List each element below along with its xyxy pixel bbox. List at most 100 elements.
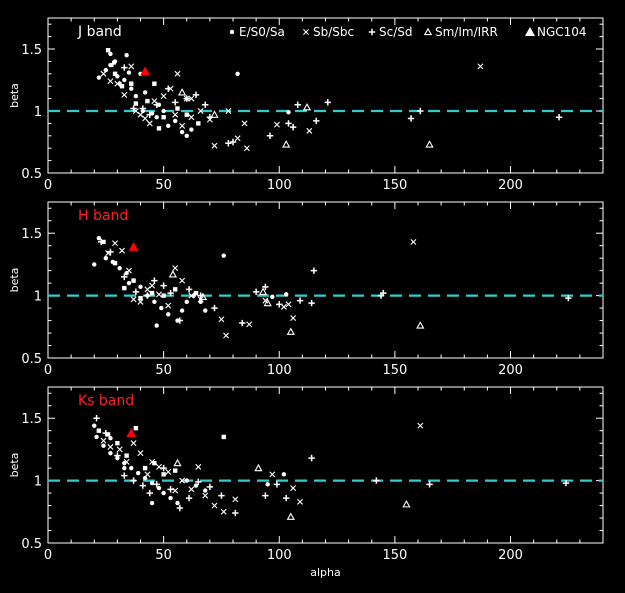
data-point-plus bbox=[109, 60, 116, 68]
data-point-cross bbox=[262, 297, 269, 304]
plot-frame bbox=[47, 17, 604, 174]
data-point-cross bbox=[179, 122, 186, 129]
data-point-cross bbox=[130, 440, 137, 447]
data-point-plus bbox=[407, 115, 415, 122]
x-tick-label: 200 bbox=[498, 178, 523, 193]
data-point-dot bbox=[103, 255, 109, 261]
panel-title: H band bbox=[78, 208, 128, 224]
data-point-triangle-open bbox=[402, 499, 411, 508]
data-point-square bbox=[193, 290, 199, 296]
data-point-plus bbox=[417, 107, 424, 115]
x-tick-label: 200 bbox=[498, 363, 523, 378]
data-point-plus bbox=[308, 454, 315, 462]
data-point-dot bbox=[117, 265, 122, 271]
data-point-cross bbox=[290, 315, 297, 322]
data-point-dot bbox=[184, 478, 189, 483]
legend-label: Sb/Sbc bbox=[313, 25, 354, 39]
data-point-cross bbox=[410, 238, 417, 245]
data-point-plus bbox=[139, 105, 147, 112]
data-point-plus bbox=[262, 492, 269, 499]
data-point-triangle-open bbox=[416, 321, 425, 329]
data-point-plus bbox=[97, 238, 105, 246]
data-point-plus bbox=[185, 286, 193, 293]
data-point-cross bbox=[156, 291, 162, 298]
data-point-square bbox=[172, 468, 178, 473]
data-point-plus bbox=[165, 85, 172, 92]
data-point-dot bbox=[126, 280, 132, 286]
data-point-dot bbox=[108, 51, 113, 57]
data-point-plus bbox=[232, 509, 239, 517]
data-point-cross bbox=[220, 508, 227, 515]
data-point-cross bbox=[130, 296, 137, 303]
y-tick-label: 0.5 bbox=[21, 352, 42, 367]
data-point-cross bbox=[232, 496, 239, 503]
legend-marker-triangle-filled bbox=[525, 27, 535, 36]
data-point-dot bbox=[94, 434, 99, 440]
data-point-triangle-open bbox=[198, 292, 208, 300]
data-point-plus bbox=[266, 132, 274, 139]
data-point-plus bbox=[102, 429, 110, 437]
data-point-square bbox=[133, 425, 139, 431]
data-point-cross bbox=[188, 114, 195, 121]
data-point-triangle-open bbox=[173, 458, 182, 467]
legend-marker-plus bbox=[368, 28, 376, 36]
data-point-dot bbox=[221, 253, 226, 258]
x-tick-label: 200 bbox=[498, 548, 523, 563]
data-point-plus bbox=[276, 301, 283, 308]
data-point-dot bbox=[133, 93, 139, 99]
data-point-dot bbox=[122, 460, 127, 466]
data-point-plus bbox=[273, 481, 281, 488]
data-point-plus bbox=[294, 101, 301, 108]
data-point-plus bbox=[144, 292, 151, 299]
data-point-plus bbox=[139, 482, 147, 489]
data-point-dot bbox=[172, 118, 178, 124]
data-point-cross bbox=[112, 240, 119, 247]
data-point-cross bbox=[211, 502, 218, 509]
data-point-cross bbox=[179, 477, 186, 484]
data-point-cross bbox=[144, 471, 151, 478]
data-point-cross bbox=[280, 303, 287, 310]
data-point-plus bbox=[282, 494, 290, 502]
legend-label: E/S0/Sa bbox=[239, 25, 285, 39]
data-point-square bbox=[105, 432, 111, 437]
data-point-dot bbox=[166, 312, 171, 317]
y-tick-label: 1.5 bbox=[21, 43, 42, 58]
data-point-plus bbox=[167, 289, 174, 297]
data-point-cross bbox=[149, 282, 156, 289]
data-point-plus bbox=[218, 492, 225, 499]
data-point-plus bbox=[192, 91, 200, 99]
data-point-square bbox=[184, 112, 189, 117]
data-point-plus bbox=[160, 464, 167, 472]
data-point-cross bbox=[114, 80, 121, 87]
data-point-plus bbox=[313, 117, 320, 125]
data-point-square bbox=[112, 71, 118, 76]
data-point-dot bbox=[122, 465, 127, 471]
legend-marker-cross bbox=[303, 29, 309, 35]
plot-frame bbox=[47, 386, 604, 544]
data-point-dot bbox=[92, 262, 97, 267]
data-point-plus bbox=[176, 317, 184, 324]
data-point-plus bbox=[185, 494, 193, 502]
data-point-cross bbox=[160, 93, 167, 100]
data-point-cross bbox=[172, 265, 179, 272]
data-point-plus bbox=[555, 114, 563, 121]
data-point-dot bbox=[286, 110, 291, 115]
data-point-dot bbox=[168, 495, 173, 501]
data-point-dot bbox=[149, 500, 155, 506]
data-point-triangle-open bbox=[210, 110, 219, 118]
data-point-square bbox=[221, 434, 226, 440]
data-point-dot bbox=[179, 308, 185, 313]
data-point-dot bbox=[154, 323, 159, 328]
data-point-cross bbox=[234, 135, 241, 142]
data-point-plus bbox=[225, 140, 232, 147]
data-point-square bbox=[149, 290, 155, 296]
data-point-cross bbox=[137, 111, 144, 118]
data-point-plus bbox=[324, 99, 332, 106]
data-point-cross bbox=[146, 120, 153, 127]
data-point-dot bbox=[154, 115, 159, 120]
data-point-square bbox=[129, 81, 134, 86]
data-point-dot bbox=[142, 475, 148, 481]
data-point-dot bbox=[112, 59, 118, 64]
data-point-plus bbox=[195, 478, 202, 486]
data-point-cross bbox=[211, 142, 218, 149]
